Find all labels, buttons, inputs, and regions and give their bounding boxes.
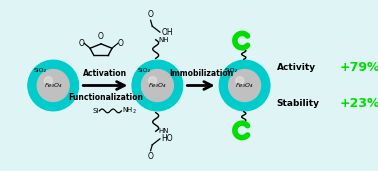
Text: O: O [98,32,104,41]
Text: Si: Si [92,108,99,114]
Text: Fe₃O₄: Fe₃O₄ [236,83,253,88]
Text: Immobilization: Immobilization [169,69,233,78]
Text: O: O [148,10,153,19]
Text: HO: HO [162,134,173,143]
Circle shape [219,60,270,111]
Text: Functionalization: Functionalization [68,93,143,102]
Text: SiO₂: SiO₂ [33,68,46,73]
Text: Stability: Stability [277,99,320,108]
Text: Fe₃O₄: Fe₃O₄ [149,83,166,88]
Text: +23%: +23% [339,97,378,110]
Text: O: O [118,39,124,48]
Circle shape [149,77,156,85]
Circle shape [44,77,53,85]
Circle shape [28,60,79,111]
Text: NH$_2$: NH$_2$ [122,106,137,116]
Circle shape [236,77,244,85]
Text: SiO₂: SiO₂ [225,68,238,73]
Text: Fe₃O₄: Fe₃O₄ [45,83,62,88]
Text: O: O [148,152,153,161]
Text: HN: HN [158,128,169,134]
Circle shape [37,69,69,102]
Circle shape [132,60,183,111]
Circle shape [141,69,174,102]
Text: O: O [79,39,85,48]
Text: NH: NH [158,37,169,43]
Text: Activation: Activation [83,69,127,78]
Circle shape [229,69,261,102]
Text: OH: OH [162,28,173,37]
Text: Activity: Activity [277,63,316,72]
Text: +79%: +79% [339,61,378,74]
Text: SiO₂: SiO₂ [138,68,151,73]
